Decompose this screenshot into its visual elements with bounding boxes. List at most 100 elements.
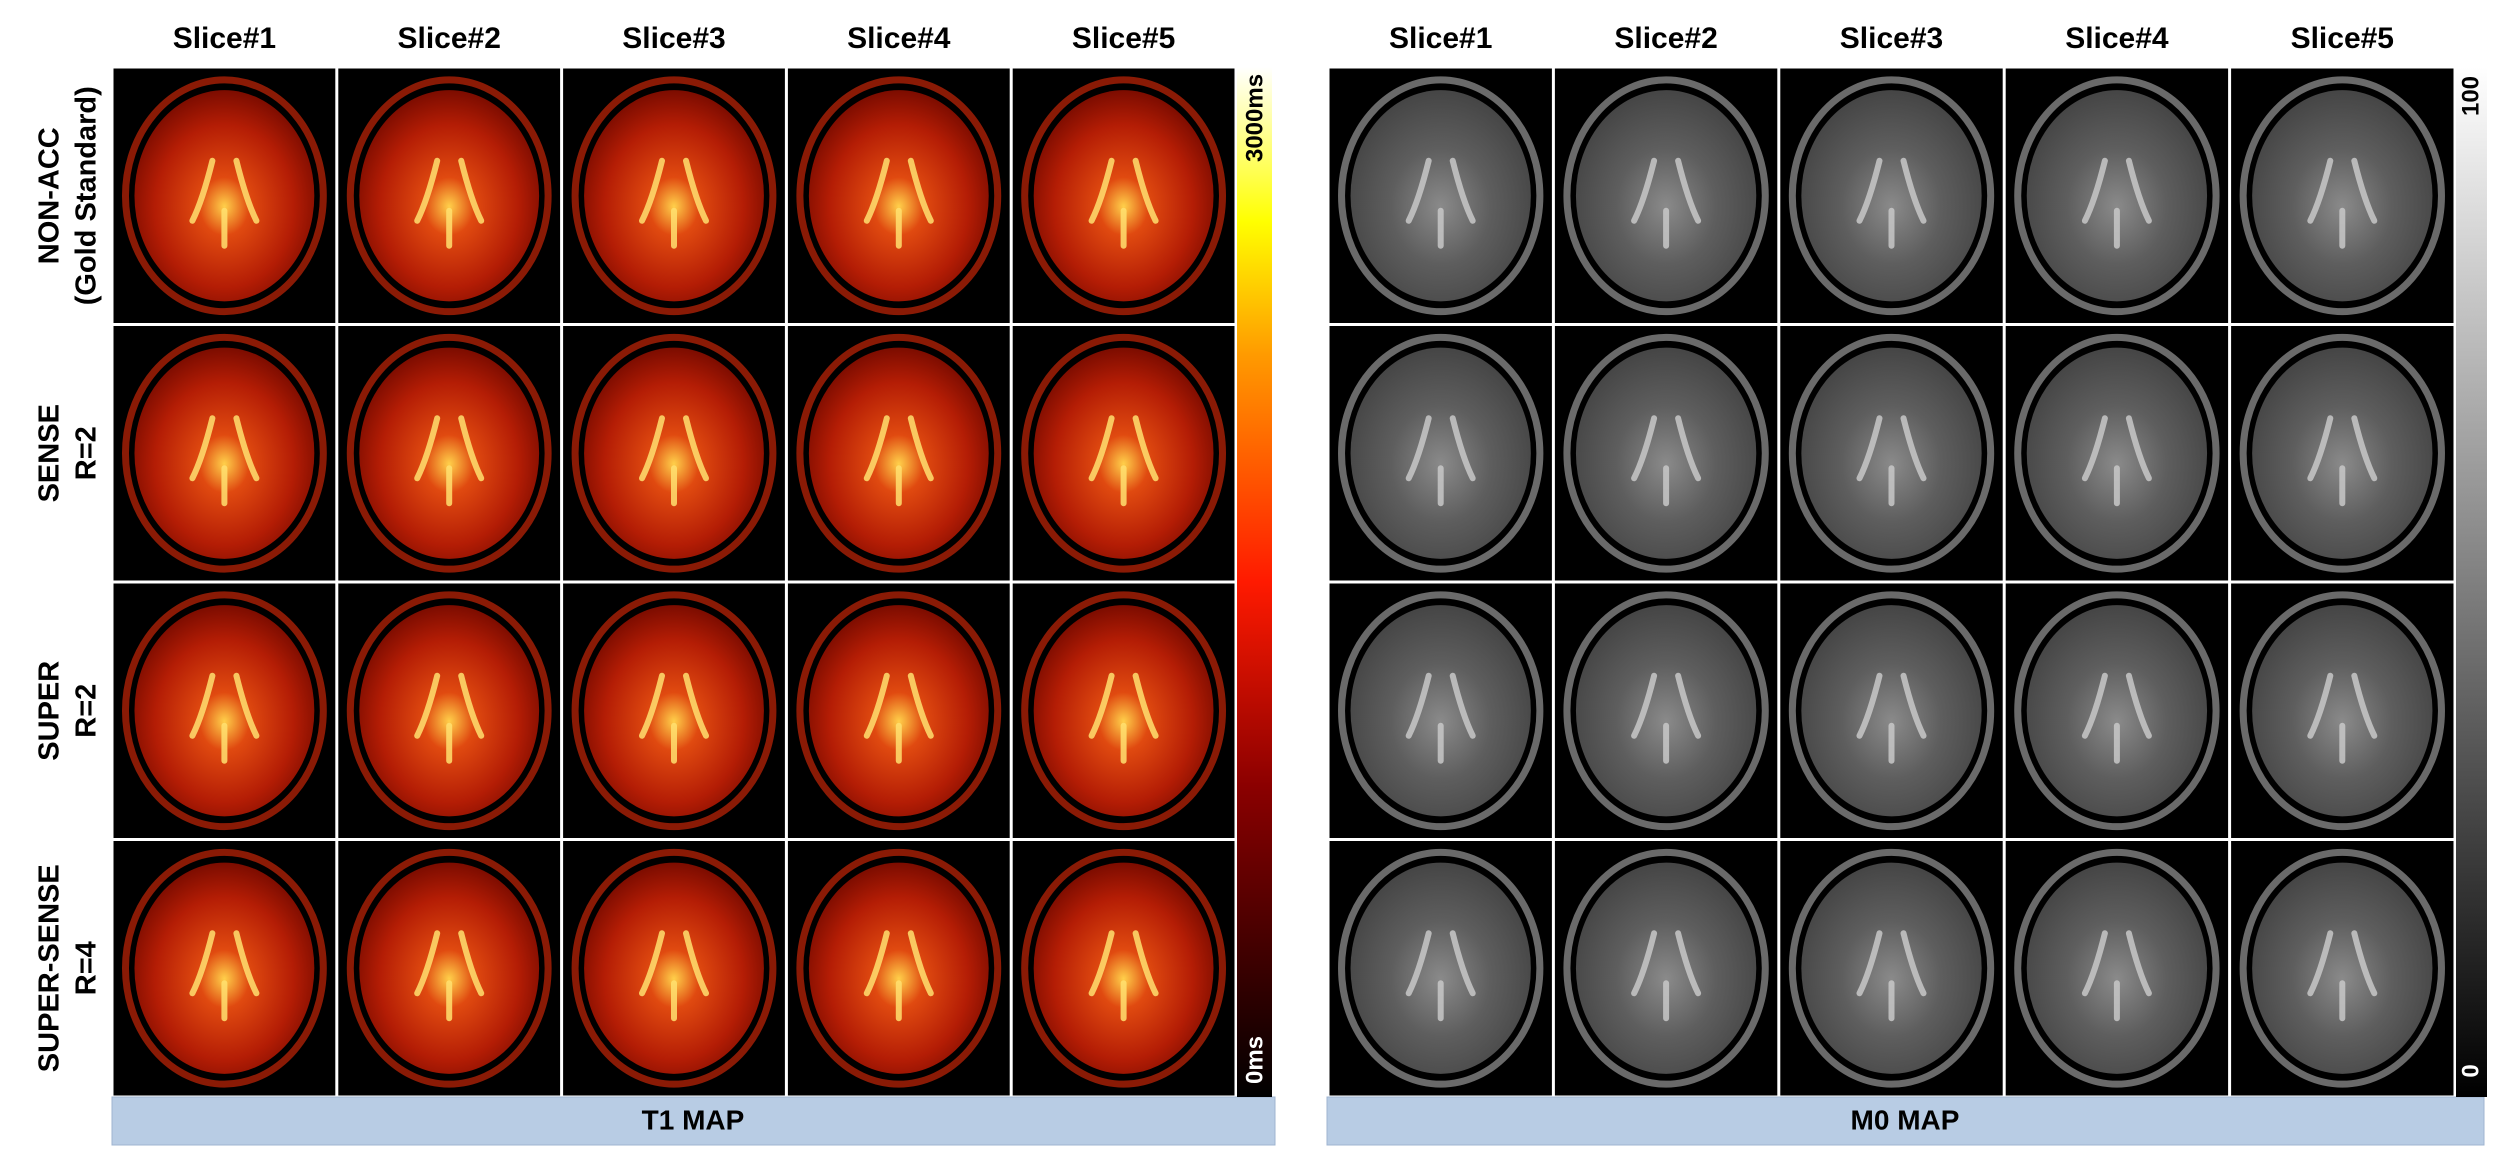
skull-ring bbox=[1788, 591, 1995, 831]
skull-ring bbox=[346, 76, 552, 316]
ventricles bbox=[1088, 930, 1159, 1022]
brain bbox=[1801, 605, 1982, 817]
skull-ring bbox=[1788, 333, 1995, 573]
skull-ring bbox=[571, 848, 777, 1088]
ventricles bbox=[639, 930, 709, 1022]
ventricles bbox=[1856, 157, 1927, 249]
ventricles bbox=[1088, 415, 1159, 507]
ventricles bbox=[2307, 930, 2378, 1022]
skull-ring bbox=[346, 333, 552, 573]
brain bbox=[1801, 862, 1982, 1074]
brain bbox=[1350, 605, 1531, 817]
colorbar-label: 100 bbox=[2457, 76, 2484, 116]
brain bbox=[2026, 347, 2208, 559]
brain bbox=[2252, 862, 2433, 1074]
ventricles bbox=[2307, 157, 2378, 249]
skull-ring bbox=[1021, 76, 1227, 316]
ventricles bbox=[1405, 415, 1476, 507]
skull-ring bbox=[1021, 848, 1227, 1088]
column-header: Slice#2 bbox=[1614, 22, 1717, 55]
skull-ring bbox=[796, 333, 1002, 573]
skull-ring bbox=[796, 848, 1002, 1088]
skull-ring bbox=[1338, 76, 1544, 316]
brain bbox=[2026, 862, 2208, 1074]
skull-ring bbox=[346, 848, 552, 1088]
brain bbox=[2026, 90, 2208, 302]
skull-ring bbox=[121, 591, 327, 831]
brain bbox=[1801, 347, 1982, 559]
row-label: NON-ACC bbox=[34, 127, 66, 264]
skull-ring bbox=[796, 591, 1002, 831]
skull-ring bbox=[2239, 333, 2445, 573]
ventricles bbox=[189, 930, 260, 1022]
brain bbox=[2252, 605, 2433, 817]
brain bbox=[584, 347, 764, 559]
skull-ring bbox=[571, 76, 777, 316]
ventricles bbox=[1405, 157, 1476, 249]
colorbar-label: 3000ms bbox=[1241, 74, 1268, 162]
brain bbox=[359, 90, 540, 302]
brain bbox=[584, 605, 764, 817]
ventricles bbox=[863, 157, 934, 249]
ventricles bbox=[1631, 672, 1702, 764]
brain bbox=[1575, 347, 1757, 559]
brain bbox=[359, 862, 540, 1074]
skull-ring bbox=[1338, 591, 1544, 831]
column-header: Slice#3 bbox=[622, 22, 725, 55]
skull-ring bbox=[1563, 333, 1769, 573]
brain bbox=[2252, 347, 2433, 559]
skull-ring bbox=[121, 76, 327, 316]
brain bbox=[134, 605, 315, 817]
brain bbox=[1033, 862, 1214, 1074]
ventricles bbox=[2307, 415, 2378, 507]
skull-ring bbox=[2239, 591, 2445, 831]
ventricles bbox=[189, 672, 260, 764]
ventricles bbox=[189, 157, 260, 249]
ventricles bbox=[1088, 672, 1159, 764]
row-label: (Gold Standard) bbox=[71, 86, 103, 305]
skull-ring bbox=[2014, 333, 2220, 573]
brain bbox=[1350, 347, 1531, 559]
column-header: Slice#1 bbox=[1389, 22, 1492, 55]
brain bbox=[134, 862, 315, 1074]
brain bbox=[359, 605, 540, 817]
skull-ring bbox=[1563, 848, 1769, 1088]
skull-ring bbox=[571, 333, 777, 573]
brain bbox=[808, 862, 989, 1074]
row-label: R=2 bbox=[71, 426, 103, 480]
brain bbox=[1575, 90, 1757, 302]
skull-ring bbox=[571, 591, 777, 831]
column-header: Slice#4 bbox=[847, 22, 951, 55]
ventricles bbox=[2307, 672, 2378, 764]
ventricles bbox=[1631, 930, 1702, 1022]
brain bbox=[584, 862, 764, 1074]
brain bbox=[808, 347, 989, 559]
skull-ring bbox=[2239, 76, 2445, 316]
brain bbox=[1575, 605, 1757, 817]
ventricles bbox=[639, 672, 709, 764]
skull-ring bbox=[1788, 76, 1995, 316]
brain bbox=[2252, 90, 2433, 302]
row-label: SUPER-SENSE bbox=[34, 864, 66, 1072]
ventricles bbox=[1856, 930, 1927, 1022]
ventricles bbox=[1856, 415, 1927, 507]
ventricles bbox=[2081, 157, 2152, 249]
brain bbox=[1350, 90, 1531, 302]
brain bbox=[808, 90, 989, 302]
footer-label: T1 MAP bbox=[642, 1104, 745, 1135]
brain bbox=[134, 347, 315, 559]
skull-ring bbox=[1788, 848, 1995, 1088]
skull-ring bbox=[1021, 333, 1227, 573]
brain bbox=[359, 347, 540, 559]
row-label: R=4 bbox=[71, 941, 103, 995]
brain bbox=[1575, 862, 1757, 1074]
column-header: Slice#1 bbox=[173, 22, 276, 55]
ventricles bbox=[2081, 930, 2152, 1022]
row-label: SENSE bbox=[34, 404, 66, 502]
column-header: Slice#4 bbox=[2065, 22, 2169, 55]
footer-bar bbox=[111, 1096, 1276, 1146]
skull-ring bbox=[121, 333, 327, 573]
ventricles bbox=[414, 157, 485, 249]
row-label: R=2 bbox=[71, 684, 103, 738]
